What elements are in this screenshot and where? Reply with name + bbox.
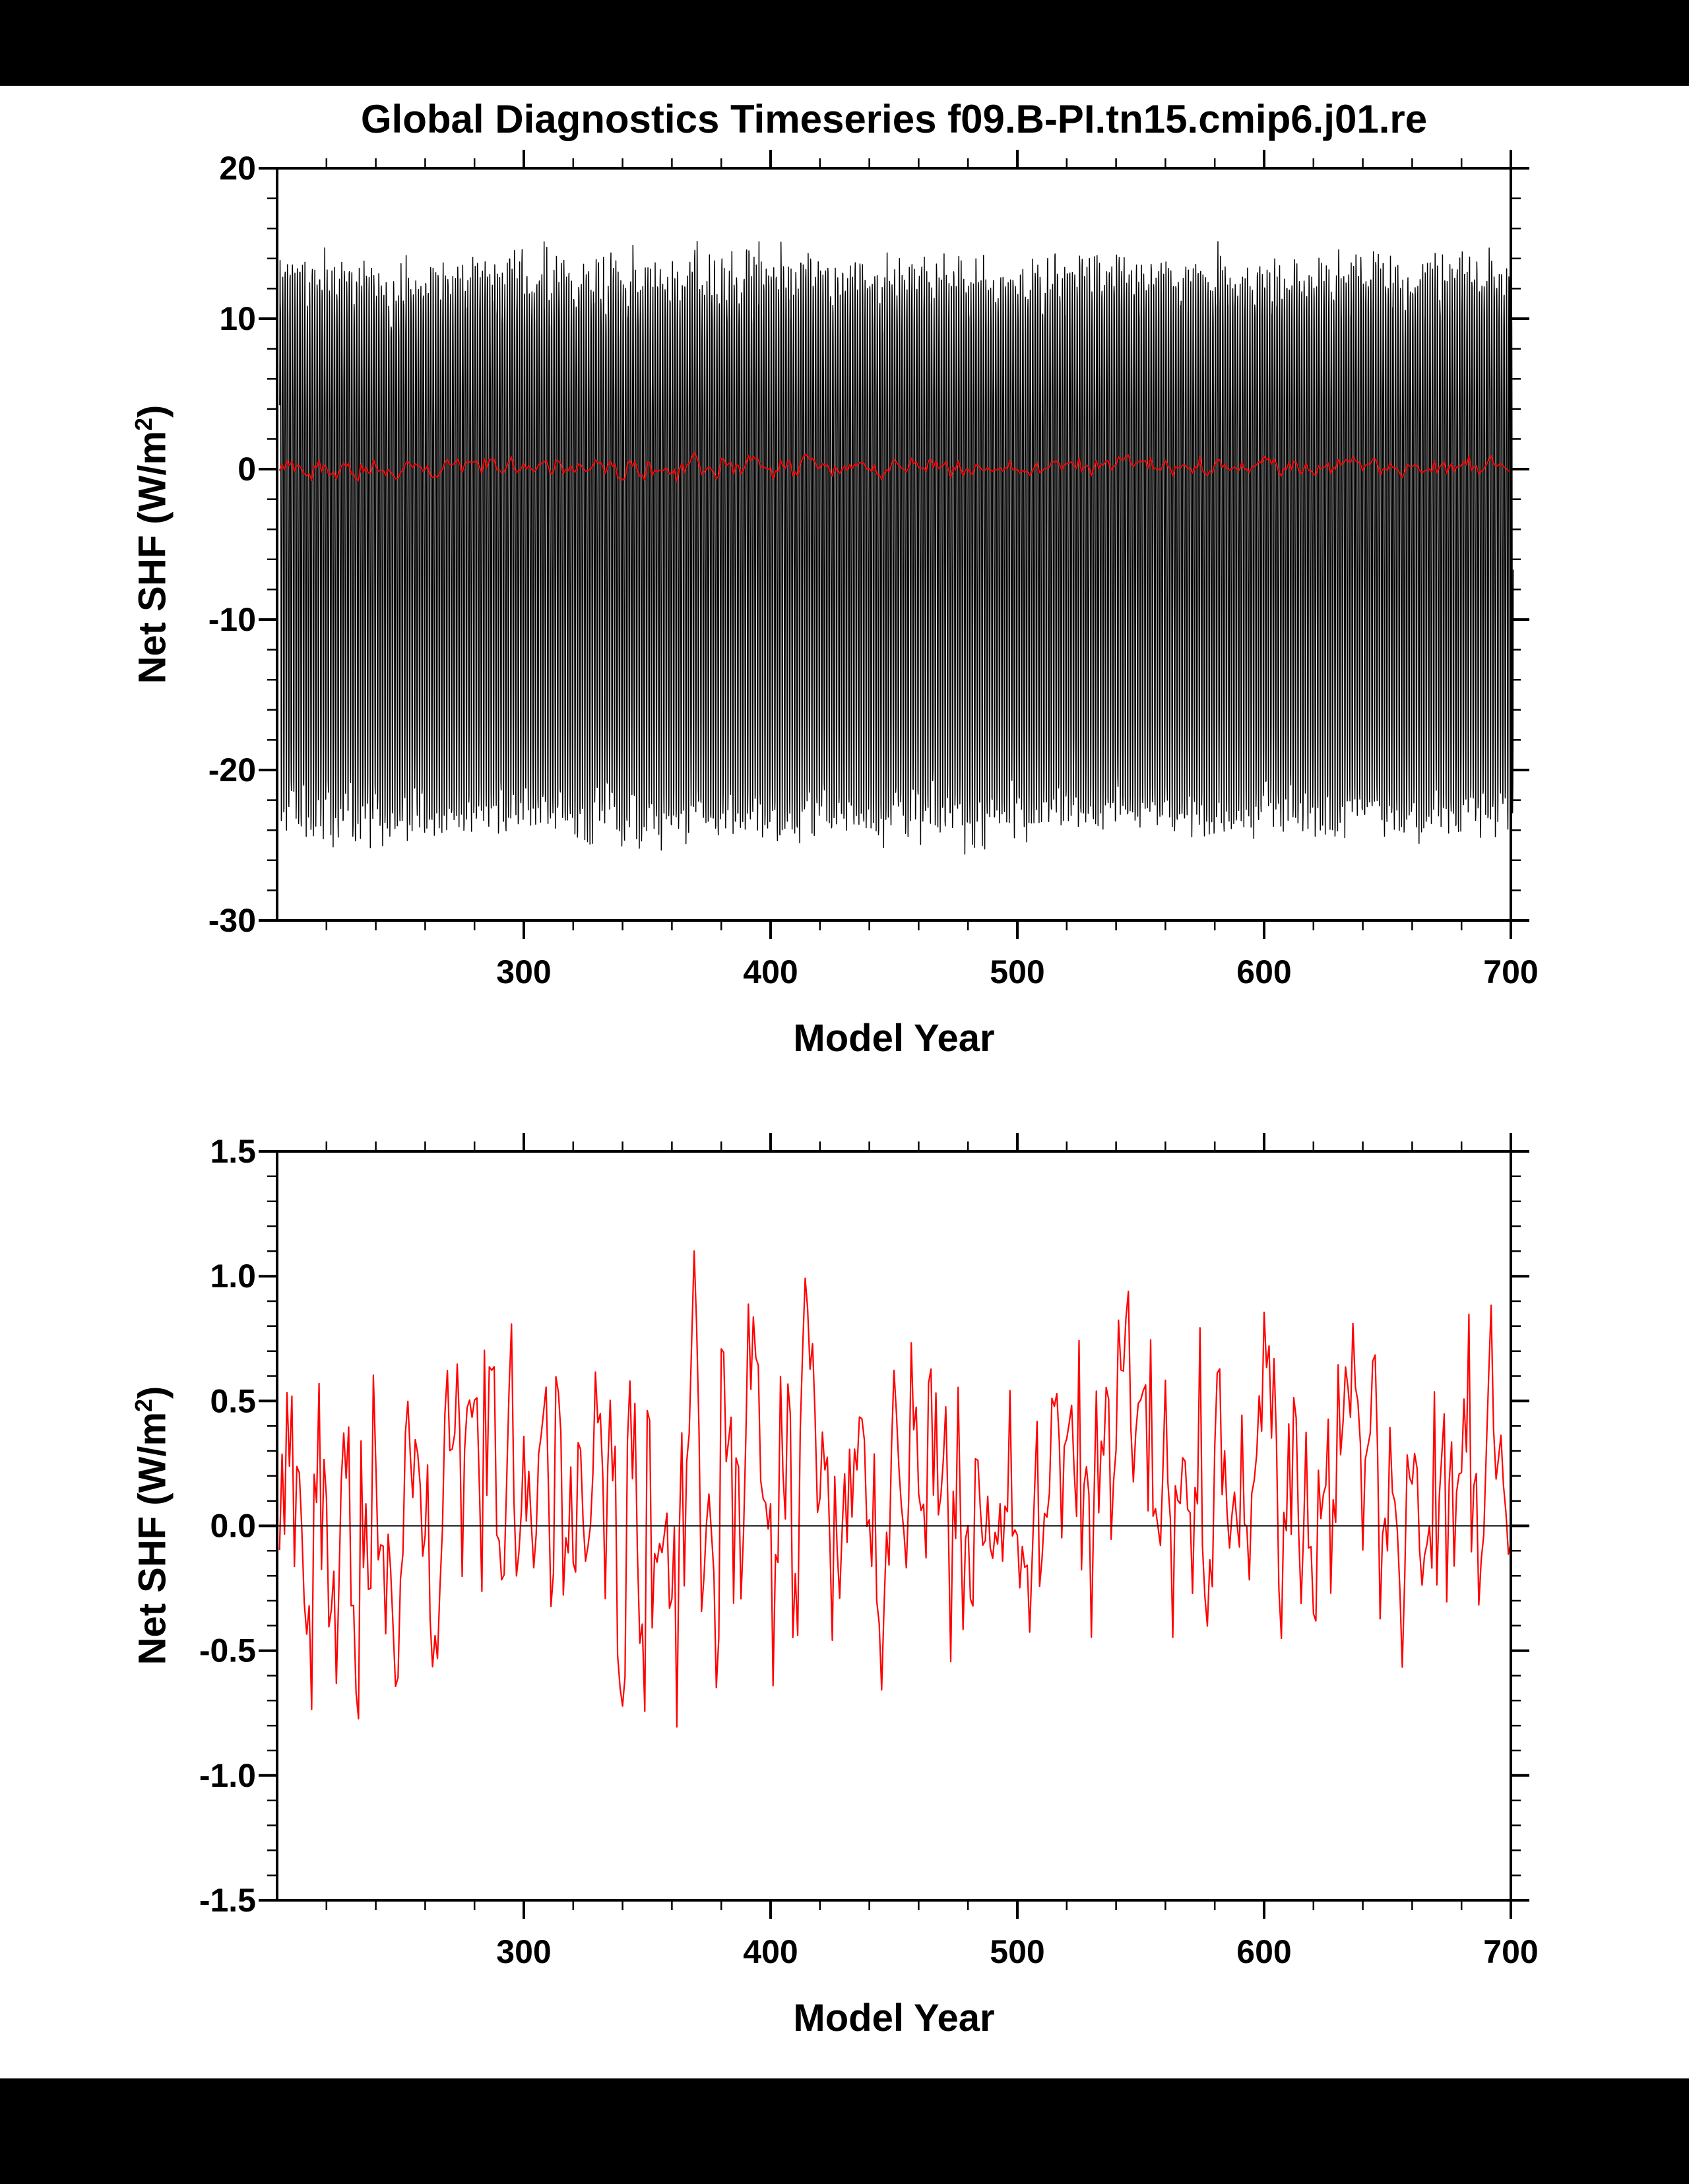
top-x-axis-label: Model Year bbox=[793, 1017, 995, 1060]
y-tick-label: 0 bbox=[238, 451, 256, 488]
monthly-net-shf-path bbox=[279, 241, 1514, 855]
y-tick-label: -20 bbox=[208, 752, 256, 788]
annual-mean-net-shf-path bbox=[278, 1250, 1512, 1728]
y-tick-label: 1.5 bbox=[210, 1133, 256, 1170]
minor-ticks bbox=[267, 1141, 1521, 1910]
bottom-y-axis-label-sup: 2 bbox=[130, 1398, 157, 1412]
x-tick-label: 700 bbox=[1483, 953, 1538, 990]
x-tick-label: 500 bbox=[990, 1933, 1044, 1970]
y-tick-label: -1.5 bbox=[199, 1882, 256, 1919]
y-tick-label: -1.0 bbox=[199, 1757, 256, 1794]
plot-frame bbox=[276, 1150, 1512, 1902]
y-tick-label: 0.0 bbox=[210, 1508, 256, 1545]
x-tick-label: 700 bbox=[1483, 1933, 1538, 1970]
x-tick-label: 500 bbox=[990, 953, 1044, 990]
x-tick-label: 300 bbox=[496, 953, 551, 990]
y-tick-label: 20 bbox=[219, 150, 256, 187]
y-tick-label: -10 bbox=[208, 601, 256, 638]
top-y-axis-label-text: Net SHF (W/m bbox=[131, 430, 174, 684]
bottom-chart: 300 400 500 600 700 1.5 1.0 0.5 0.0 -0.5 -1.0 -1.5 bbox=[199, 1133, 1539, 1970]
top-y-axis-label-close: ) bbox=[131, 404, 174, 418]
y-tick-label: 10 bbox=[219, 300, 256, 337]
bottom-y-axis-label-close: ) bbox=[131, 1386, 174, 1399]
x-tick-label: 400 bbox=[743, 953, 798, 990]
y-tick-label: -0.5 bbox=[199, 1632, 256, 1669]
top-y-axis-label-sup: 2 bbox=[130, 417, 157, 431]
bottom-y-axis-label-text: Net SHF (W/m bbox=[131, 1411, 174, 1665]
bottom-y-axis-label: Net SHF (W/m2) bbox=[120, 1275, 174, 1776]
x-tick-label: 300 bbox=[496, 1933, 551, 1970]
chart-title: Global Diagnostics Timeseries f09.B-PI.t… bbox=[360, 97, 1428, 141]
bottom-x-axis-label: Model Year bbox=[793, 1997, 995, 2039]
minor-ticks bbox=[267, 158, 1521, 930]
x-tick-label: 400 bbox=[743, 1933, 798, 1970]
plot-frame bbox=[276, 167, 1512, 922]
top-y-axis-label: Net SHF (W/m2) bbox=[120, 294, 174, 795]
top-chart: 300 400 500 600 700 20 10 0 -10 -20 -30 bbox=[208, 150, 1539, 990]
x-tick-label: 600 bbox=[1236, 953, 1291, 990]
y-tick-label: 1.0 bbox=[210, 1258, 256, 1295]
annual-mean-overlay-path bbox=[278, 451, 1512, 482]
major-ticks bbox=[259, 150, 1529, 939]
x-tick-label: 600 bbox=[1236, 1933, 1291, 1970]
y-tick-label: -30 bbox=[208, 902, 256, 939]
major-ticks bbox=[259, 1133, 1529, 1919]
y-tick-label: 0.5 bbox=[210, 1382, 256, 1419]
